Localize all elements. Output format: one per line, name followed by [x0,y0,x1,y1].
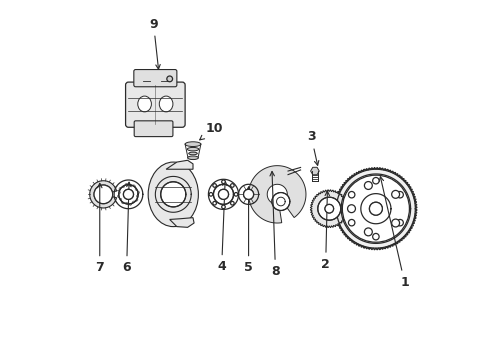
Ellipse shape [185,142,201,147]
Circle shape [219,189,228,199]
Circle shape [94,185,113,204]
Circle shape [347,205,355,213]
Text: 1: 1 [379,177,409,289]
Circle shape [365,228,372,236]
Polygon shape [310,190,348,228]
Ellipse shape [159,96,173,112]
Circle shape [348,220,355,226]
Text: 8: 8 [270,171,280,278]
FancyBboxPatch shape [134,121,173,136]
Ellipse shape [187,148,199,151]
Circle shape [231,202,234,205]
Polygon shape [90,181,117,208]
Ellipse shape [188,156,198,159]
Circle shape [369,202,382,215]
Circle shape [272,193,290,211]
Circle shape [373,233,379,240]
Circle shape [397,220,403,226]
Circle shape [209,193,213,196]
Text: 10: 10 [200,122,223,140]
Circle shape [221,205,225,209]
Ellipse shape [148,162,198,226]
Circle shape [343,175,410,242]
Circle shape [244,189,254,199]
Circle shape [213,202,217,205]
Text: 3: 3 [307,130,319,165]
Text: 5: 5 [244,187,253,274]
Circle shape [318,197,341,220]
Circle shape [161,182,186,207]
Polygon shape [170,218,194,227]
Circle shape [373,177,379,184]
Circle shape [392,190,399,198]
Circle shape [231,184,234,187]
Circle shape [325,204,334,213]
Polygon shape [248,166,306,223]
Text: 9: 9 [149,18,160,69]
Circle shape [123,189,133,199]
Polygon shape [166,160,193,169]
Circle shape [167,76,172,82]
Text: 7: 7 [96,183,104,274]
FancyBboxPatch shape [125,82,185,127]
Text: 6: 6 [122,182,131,274]
Text: 4: 4 [218,181,227,273]
Ellipse shape [189,152,197,155]
Circle shape [392,219,399,227]
FancyBboxPatch shape [134,69,177,87]
Circle shape [234,193,238,196]
Ellipse shape [138,96,151,112]
Polygon shape [311,167,319,175]
Polygon shape [335,167,417,250]
Circle shape [213,184,217,187]
Text: 2: 2 [321,191,330,271]
Circle shape [365,181,372,189]
Circle shape [397,192,403,198]
Circle shape [221,180,225,184]
Circle shape [348,192,355,198]
